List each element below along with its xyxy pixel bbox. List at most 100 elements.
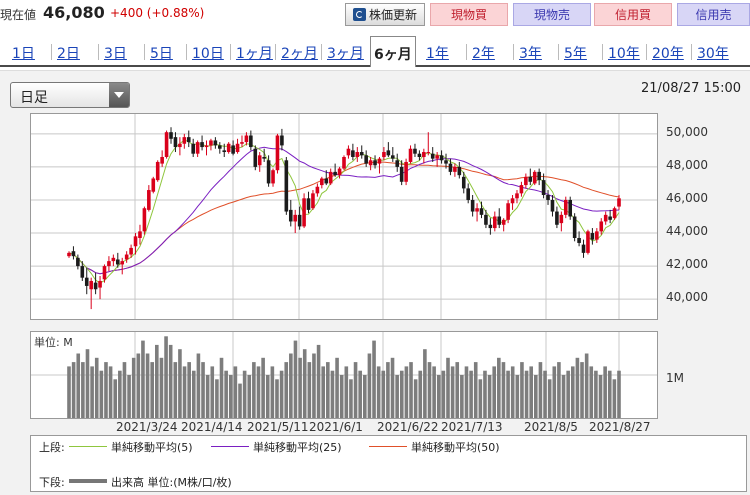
margin-buy-button[interactable]: 信用買 (594, 3, 672, 26)
candle-body (563, 199, 568, 215)
candle (111, 254, 116, 267)
price-axis-tick: 46,000 (666, 190, 708, 205)
cash-sell-button[interactable]: 現物売 (513, 3, 591, 26)
candle (413, 143, 417, 157)
refresh-button[interactable]: 株価更新 (345, 3, 425, 26)
candle-body (408, 148, 413, 162)
candle-body (302, 198, 306, 227)
legend-ma50-swatch (369, 446, 407, 447)
volume-bar (561, 375, 566, 418)
volume-bar (376, 366, 381, 418)
candle (218, 142, 222, 154)
tab-separator (466, 44, 467, 60)
refresh-icon (352, 8, 366, 21)
tab-period-2[interactable]: 3日 (104, 46, 127, 62)
tab-period-6[interactable]: 2ヶ月 (281, 46, 318, 62)
cash-buy-button[interactable]: 現物買 (430, 3, 508, 26)
volume-bar (418, 370, 423, 418)
candle-body (209, 140, 213, 146)
volume-bar (81, 362, 85, 418)
tab-period-3[interactable]: 5日 (150, 46, 173, 62)
candle (524, 173, 528, 189)
volume-bar (289, 353, 293, 418)
volume-bar (242, 370, 247, 418)
volume-bar (67, 366, 71, 418)
date-axis-tick: 2021/6/1 (309, 420, 363, 434)
tab-period-9[interactable]: 1年 (426, 46, 449, 62)
candle-body (315, 186, 320, 194)
candle (333, 163, 337, 177)
tab-period-4[interactable]: 10日 (192, 46, 224, 62)
candle (89, 277, 93, 310)
tab-period-8[interactable]: 6ヶ月 (370, 36, 416, 67)
volume-bar (141, 340, 145, 418)
volume-bar (94, 357, 99, 418)
candle (297, 206, 302, 230)
tab-period-14[interactable]: 20年 (652, 46, 684, 62)
volume-bar (252, 362, 256, 418)
candle-body (71, 251, 76, 257)
candle-body (284, 160, 289, 212)
candle (497, 208, 502, 229)
candle (426, 132, 431, 156)
candle-body (368, 160, 373, 166)
candle-body (497, 216, 502, 225)
volume-bar (534, 375, 538, 418)
candle-body (173, 137, 178, 148)
candle-body (133, 236, 138, 247)
tab-period-13[interactable]: 10年 (608, 46, 640, 62)
tab-period-11[interactable]: 3年 (519, 46, 542, 62)
volume-bar (127, 375, 131, 418)
volume-bar (238, 383, 242, 418)
volume-bar (557, 362, 561, 418)
margin-sell-button[interactable]: 信用売 (677, 3, 750, 26)
volume-bar (215, 379, 219, 418)
volume-bar (187, 362, 191, 418)
tab-period-12[interactable]: 5年 (564, 46, 587, 62)
candle-body (359, 152, 364, 156)
candle-body (84, 277, 89, 286)
candle-body (346, 148, 351, 156)
volume-bar (598, 375, 603, 418)
candle-body (328, 171, 333, 184)
tab-period-15[interactable]: 30年 (697, 46, 729, 62)
candle (528, 168, 533, 186)
volume-bar (570, 366, 575, 418)
volume-bar (423, 349, 427, 418)
tab-period-5[interactable]: 1ヶ月 (236, 46, 273, 62)
candle-body (311, 193, 315, 209)
candle-body (470, 199, 475, 212)
volume-bar (293, 340, 298, 418)
candle (559, 211, 564, 232)
candle (302, 193, 306, 229)
candle (484, 209, 488, 229)
tab-period-7[interactable]: 3ヶ月 (327, 46, 364, 62)
candle (444, 153, 448, 169)
tab-period-1[interactable]: 2日 (57, 46, 80, 62)
candle (200, 135, 204, 151)
tab-period-0[interactable]: 1日 (12, 46, 35, 62)
candle (84, 267, 89, 295)
volume-bar (566, 370, 570, 418)
candle-body (595, 231, 599, 240)
candle (142, 206, 147, 235)
candle-body (546, 195, 550, 200)
tab-period-10[interactable]: 2年 (472, 46, 495, 62)
candle-body (333, 171, 337, 176)
candle (532, 170, 537, 186)
candle-body (280, 135, 284, 146)
volume-bar (113, 379, 118, 418)
volume-bar (506, 370, 510, 418)
chart-type-select[interactable]: 日足 (10, 82, 130, 108)
candle-body (577, 237, 581, 243)
candle (182, 133, 187, 149)
volume-bar (104, 362, 108, 418)
candle (515, 190, 519, 204)
candle-body (364, 155, 368, 164)
volume-bar (612, 379, 617, 418)
volume-bar (450, 366, 455, 418)
candle-body (115, 259, 120, 265)
candle (271, 168, 275, 187)
candle-body (608, 216, 612, 220)
volume-bar (159, 357, 164, 418)
